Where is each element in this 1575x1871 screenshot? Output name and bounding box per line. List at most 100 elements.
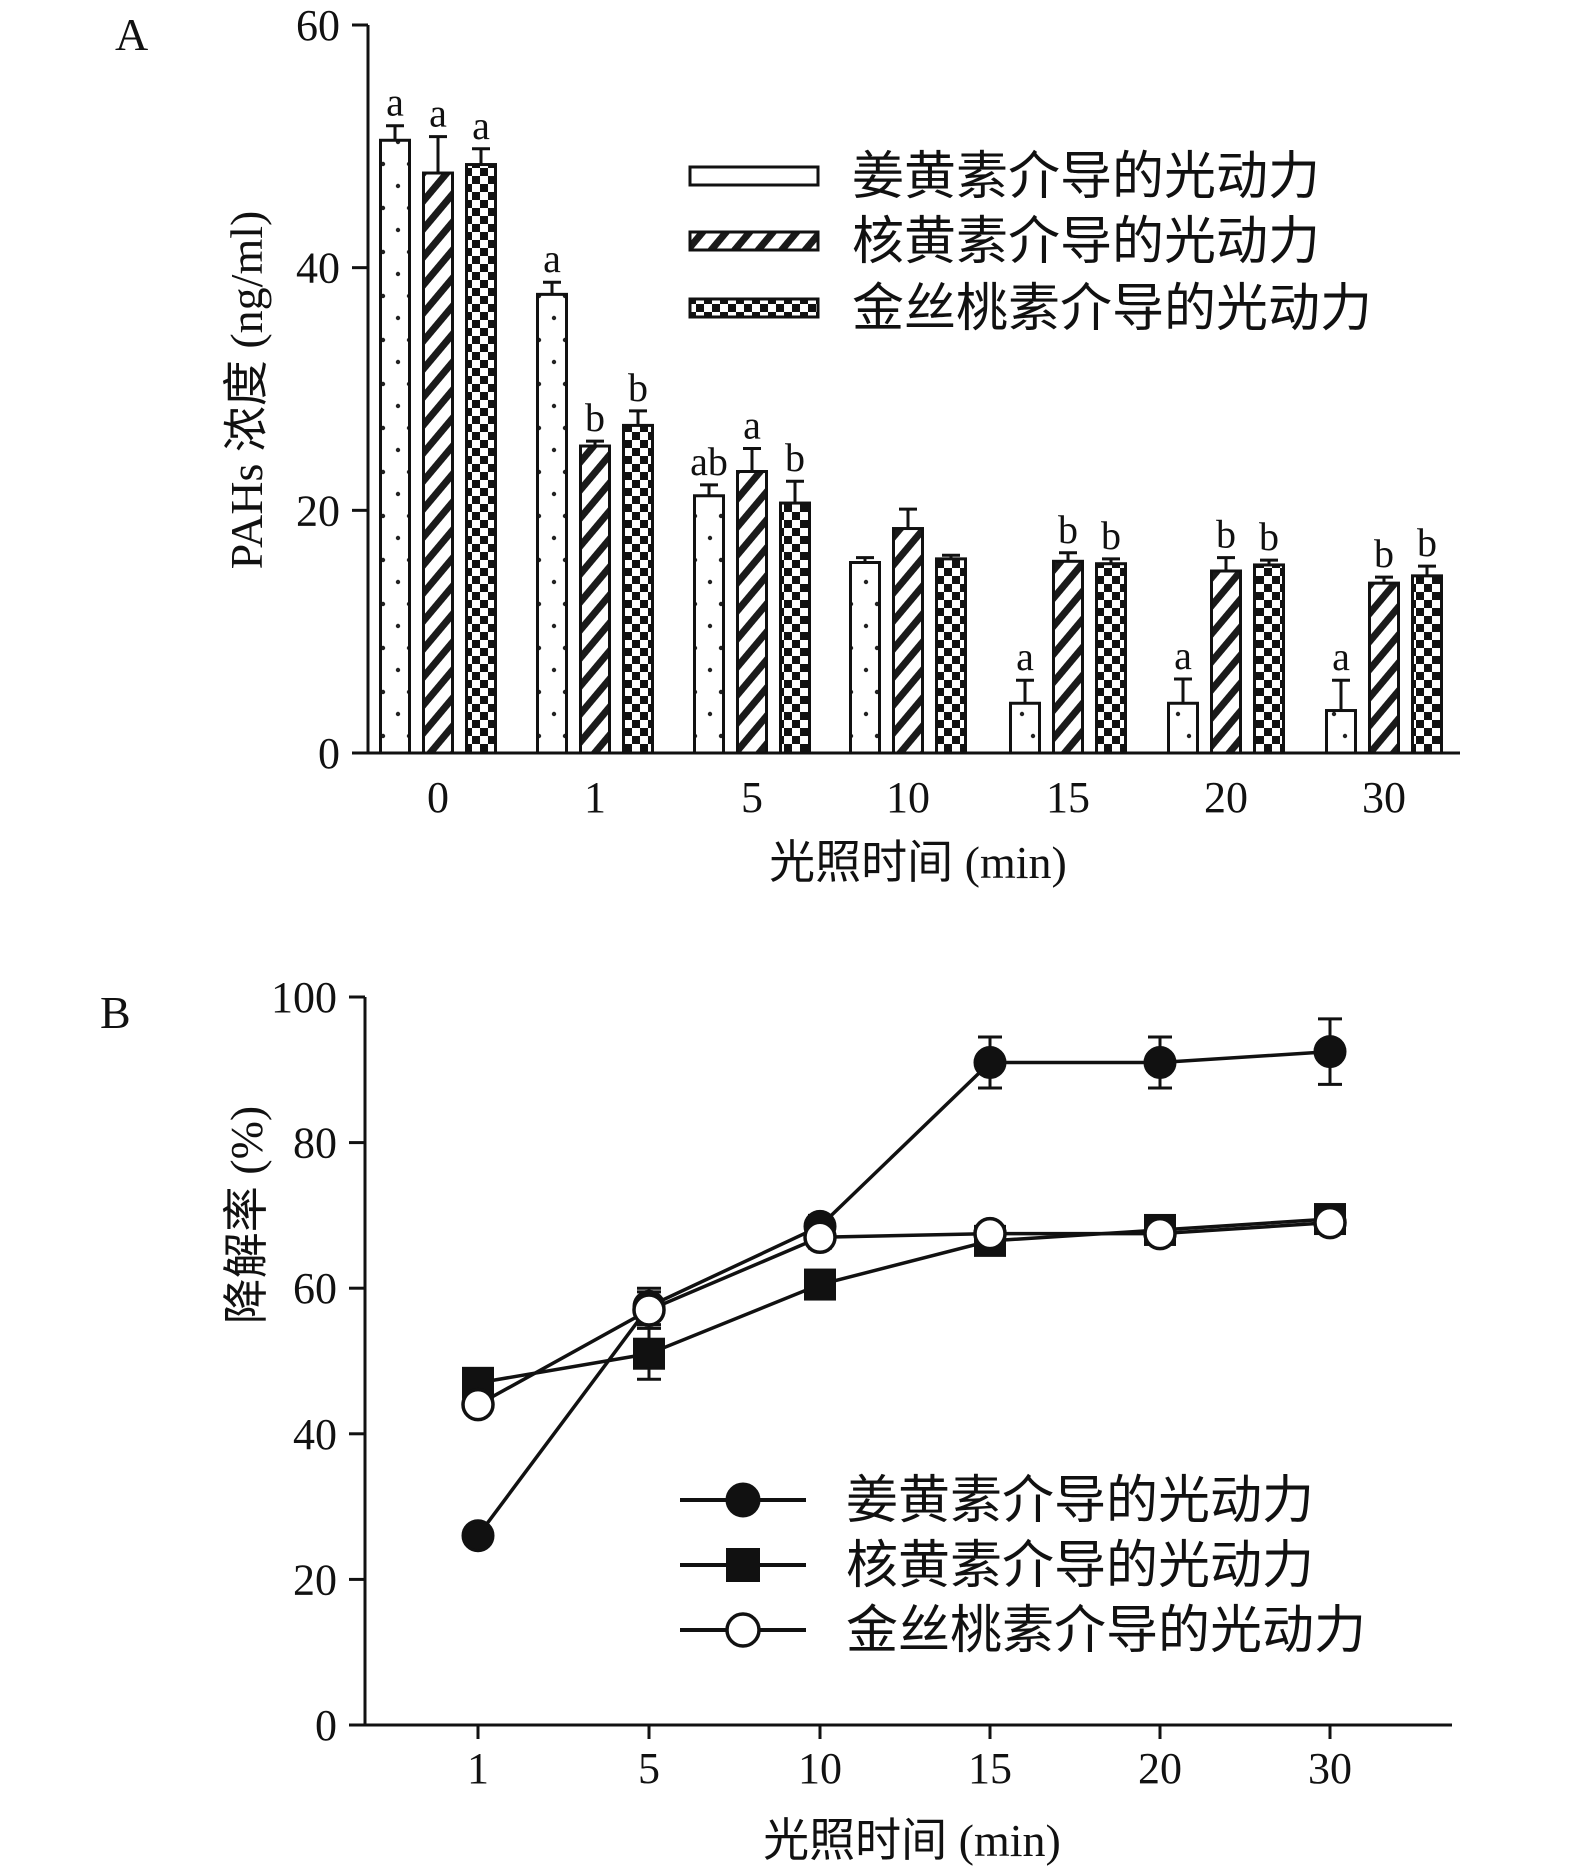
panel-b-data-point <box>804 1268 836 1301</box>
panel-b-data-point <box>1143 1046 1177 1080</box>
panel-a-significance-label: a <box>472 103 490 148</box>
panel-b-x-tick-label: 1 <box>467 1744 489 1793</box>
panel-b-data-point <box>633 1337 665 1370</box>
panel-a-y-tick-label: 40 <box>296 244 340 293</box>
panel-b-y-tick-label: 100 <box>271 973 337 1022</box>
panel-a-significance-label: a <box>1174 633 1192 678</box>
panel-a-significance-label: b <box>1058 507 1078 552</box>
panel-a-significance-label: b <box>1216 512 1236 557</box>
panel-a-x-tick-label: 20 <box>1204 773 1248 822</box>
panel-a-x-tick-label: 15 <box>1046 773 1090 822</box>
panel-a-significance-label: b <box>585 395 605 440</box>
panel-b-data-point <box>973 1216 1007 1251</box>
panel-a-significance-label: a <box>543 236 561 281</box>
panel-a-significance-label: a <box>386 80 404 125</box>
panel-a-significance-label: b <box>1374 531 1394 576</box>
panel-b-y-tick-label: 20 <box>293 1555 337 1604</box>
panel-b-data-point <box>1313 1035 1347 1069</box>
panel-b-data-point <box>803 1220 837 1254</box>
panel-a-bar <box>935 557 967 755</box>
panel-a-significance-label: b <box>1101 513 1121 558</box>
panel-a-legend-swatch <box>688 165 820 187</box>
panel-a-bar <box>465 163 497 755</box>
panel-a-bar <box>1210 569 1242 755</box>
panel-a-bar <box>622 423 654 755</box>
panel-a-significance-label: a <box>1332 634 1350 679</box>
panel-a-bar <box>536 292 568 755</box>
panel-b-data-point <box>461 1387 495 1422</box>
panel-a-bar <box>849 561 881 755</box>
panel-a-label: A <box>115 9 148 60</box>
panel-b-x-tick-label: 5 <box>638 1744 660 1793</box>
panel-b-y-tick-label: 60 <box>293 1264 337 1313</box>
panel-a-bar <box>379 138 411 755</box>
panel-a-significance-label: a <box>1016 634 1034 679</box>
panel-a-bar <box>579 444 611 755</box>
panel-b-legend-marker <box>725 1612 761 1648</box>
panel-a-legend-swatch <box>688 297 820 319</box>
panel-a-bar <box>736 470 768 755</box>
panel-a-bar <box>1095 562 1127 755</box>
panel-a-significance-label: a <box>743 402 761 447</box>
panel-b-y-tick-label: 80 <box>293 1119 337 1168</box>
panel-b-legend-label: 核黄素介导的光动力 <box>846 1536 1314 1596</box>
panel-b-x-axis-title: 光照时间 (min) <box>763 1815 1061 1866</box>
panel-a-significance-label: b <box>1259 514 1279 559</box>
panel-b-legend-marker <box>726 1548 760 1582</box>
panel-a-x-tick-label: 1 <box>584 773 606 822</box>
panel-b-x-tick-label: 30 <box>1308 1744 1352 1793</box>
panel-a-legend-label: 金丝桃素介导的光动力 <box>852 279 1372 339</box>
panel-a-significance-label: b <box>1417 520 1437 565</box>
panel-b-legend-label: 金丝桃素介导的光动力 <box>846 1601 1366 1661</box>
panel-a-bar <box>1167 701 1199 755</box>
panel-b-data-point <box>973 1046 1007 1080</box>
panel-a-x-axis-title: 光照时间 (min) <box>769 837 1067 888</box>
panel-a-significance-label: b <box>628 365 648 410</box>
panel-b-data-point <box>632 1293 666 1327</box>
panel-b-y-tick-label: 0 <box>315 1701 337 1750</box>
panel-a-y-tick-label: 60 <box>296 1 340 50</box>
panel-a-bar <box>892 527 924 755</box>
panel-a-bar <box>1368 581 1400 755</box>
panel-b-y-axis-title: 降解率 (%) <box>221 1106 272 1324</box>
panel-b-y-tick-label: 40 <box>293 1410 337 1459</box>
panel-a-y-axis-title: PAHs 浓度 (ng/ml) <box>221 211 272 570</box>
panel-b-data-point <box>1313 1205 1347 1240</box>
panel-a-legend-label: 核黄素介导的光动力 <box>852 212 1320 272</box>
panel-a-significance-label: ab <box>690 439 728 484</box>
panel-a-bar <box>1052 559 1084 755</box>
panel-a-bar <box>1411 574 1443 755</box>
panel-a-bar <box>1009 701 1041 755</box>
panel-b-x-tick-label: 15 <box>968 1744 1012 1793</box>
panel-a-y-tick-label: 20 <box>296 486 340 535</box>
panel-b-label: B <box>100 987 131 1038</box>
panel-a-y-tick-label: 0 <box>318 729 340 778</box>
panel-b-series-line <box>476 1049 1331 1537</box>
panel-a-significance-label: a <box>429 91 447 136</box>
panel-a-x-tick-label: 0 <box>427 773 449 822</box>
panel-a-bar <box>693 494 725 755</box>
panel-a-legend-swatch <box>688 230 820 252</box>
panel-a-x-tick-label: 10 <box>886 773 930 822</box>
panel-b-x-tick-label: 20 <box>1138 1744 1182 1793</box>
panel-b-series-line <box>477 1220 1331 1407</box>
panel-a-x-tick-label: 30 <box>1362 773 1406 822</box>
panel-b-x-tick-label: 10 <box>798 1744 842 1793</box>
panel-a-legend-label: 姜黄素介导的光动力 <box>852 147 1320 207</box>
panel-b-data-point <box>1143 1216 1177 1251</box>
panel-a-significance-label: b <box>785 435 805 480</box>
panel-b-series-line <box>477 1217 1331 1385</box>
panel-a-bar <box>422 171 454 755</box>
panel-b-legend-label: 姜黄素介导的光动力 <box>846 1471 1314 1531</box>
panel-b-data-point <box>461 1519 495 1553</box>
panel-a-x-tick-label: 5 <box>741 773 763 822</box>
panel-a-bar <box>1325 709 1357 755</box>
panel-a-bar <box>779 501 811 755</box>
panel-b-legend-marker <box>725 1482 761 1518</box>
panel-a-bar <box>1253 563 1285 755</box>
